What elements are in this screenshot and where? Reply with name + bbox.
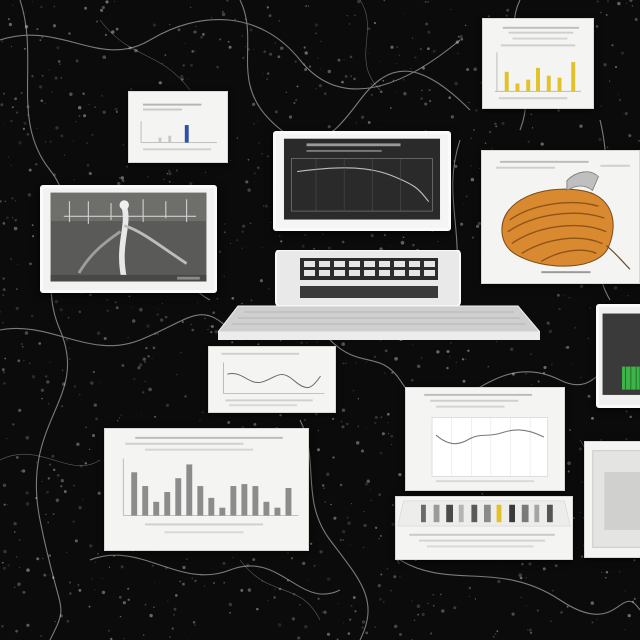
yellow-bar-chart-icon (494, 26, 582, 100)
line-chart-card-small (208, 346, 336, 413)
yellow-bar-chart-card (482, 18, 594, 109)
green-readout-screen (596, 304, 640, 408)
bar-chart-card (104, 428, 309, 551)
line-chart-card-large (405, 387, 565, 491)
small-bar-chart-icon (140, 103, 217, 151)
sample-strip-card (395, 496, 573, 560)
green-readout-icon (602, 313, 640, 395)
anatomy-illustration-card (481, 150, 640, 284)
retro-computer-monitor (273, 131, 451, 231)
bar-chart-icon (122, 436, 299, 534)
grayscale-photo-icon (50, 192, 207, 282)
retro-keyboard (218, 250, 540, 340)
partial-card-icon (592, 450, 640, 548)
partial-card (584, 441, 640, 558)
line-chart-icon (424, 393, 549, 483)
sample-strip-icon (397, 500, 571, 548)
small-bar-chart-card (128, 91, 228, 163)
grayscale-photo-screen (40, 185, 217, 293)
retro-computer-icon (283, 138, 441, 220)
anatomy-illustration-icon (495, 160, 631, 274)
line-chart-icon (221, 352, 325, 407)
